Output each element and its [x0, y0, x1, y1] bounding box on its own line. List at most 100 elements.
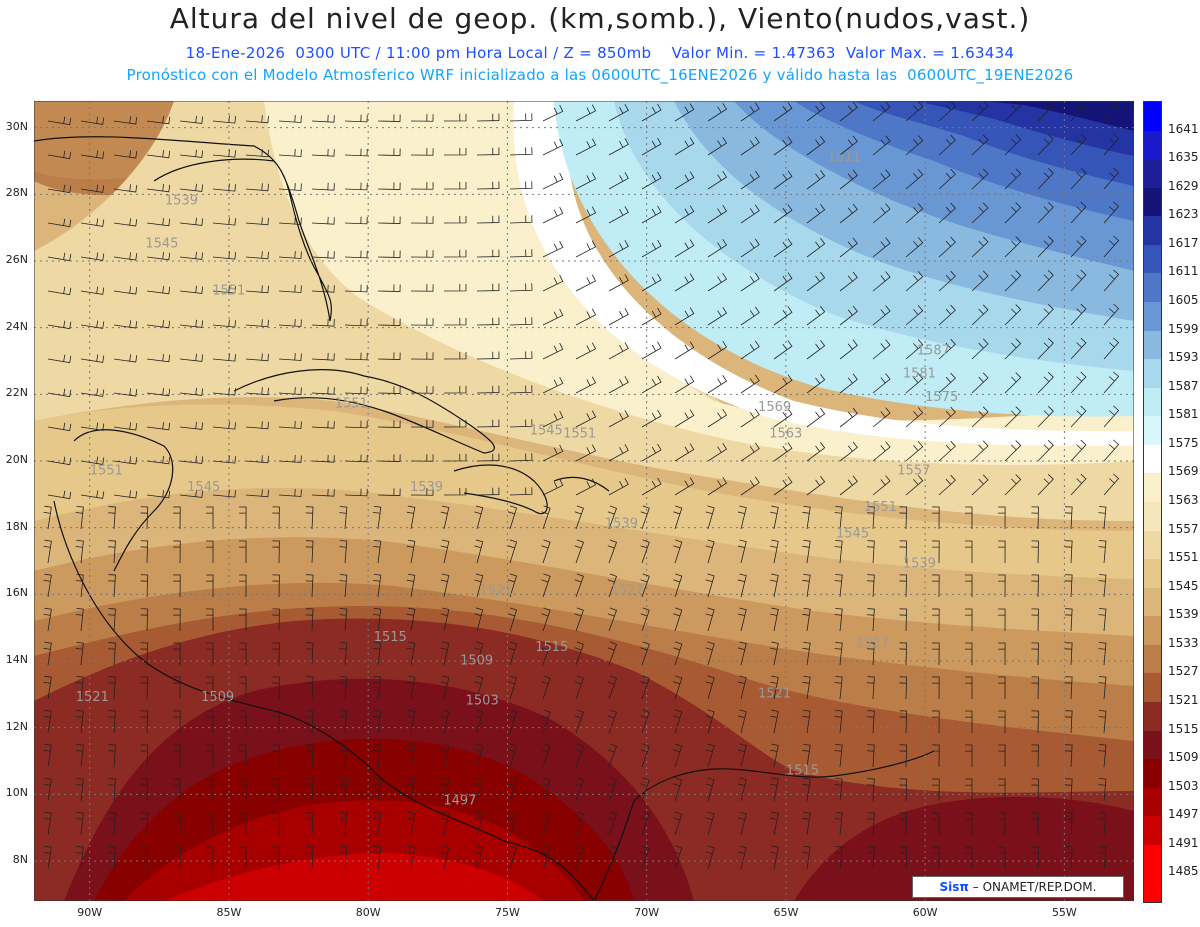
wind-barb [173, 744, 181, 768]
wind-barb [839, 339, 858, 360]
wind-barb [1098, 506, 1107, 530]
wind-barb [339, 846, 348, 870]
wind-barb [173, 506, 181, 530]
wind-barb [932, 744, 940, 768]
wind-barb [866, 506, 875, 530]
wind-barb [146, 149, 171, 159]
wind-barb [344, 420, 368, 429]
wind-barb [575, 172, 597, 190]
colorbar-segment [1144, 416, 1161, 446]
wind-barb [239, 812, 247, 836]
wind-barb [1070, 167, 1087, 190]
wind-barb [607, 505, 618, 530]
wind-barb [1098, 608, 1107, 632]
wind-barb [965, 744, 973, 768]
colorbar-segment [1144, 387, 1161, 417]
wind-barb [640, 777, 650, 802]
wind-barb [866, 778, 875, 802]
wind-barb [674, 477, 695, 496]
wind-barb [509, 147, 533, 156]
wind-barb [542, 410, 564, 428]
wind-barb [476, 249, 500, 258]
wind-barb [607, 607, 618, 632]
lon-tick-label: 65W [773, 906, 799, 919]
wind-barb [212, 149, 236, 158]
wind-barb [278, 115, 302, 123]
wind-barb [641, 273, 662, 292]
wind-barb [802, 573, 811, 598]
wind-barb [305, 744, 314, 768]
wind-barb [311, 420, 335, 429]
wind-barb [574, 641, 584, 666]
wind-barb [673, 845, 683, 870]
wind-barb [674, 443, 695, 462]
wind-barb [773, 204, 793, 224]
wind-barb [1103, 269, 1120, 292]
wind-barb [899, 506, 908, 530]
wind-barb [802, 607, 811, 632]
wind-barb [80, 456, 105, 465]
wind-barb [872, 441, 891, 462]
wind-barb [705, 675, 715, 700]
wind-barb [179, 149, 204, 158]
wind-barb [707, 238, 728, 258]
colorbar-label: 1617 [1168, 235, 1199, 250]
wind-barb [705, 539, 715, 564]
colorbar-segment [1144, 502, 1161, 532]
wind-barb [305, 574, 314, 598]
wind-barb [476, 283, 500, 292]
wind-barb [806, 373, 826, 394]
wind-barb [173, 540, 181, 564]
contour-label: 1551 [335, 397, 368, 412]
wind-barb [872, 271, 891, 292]
wind-barb [839, 169, 858, 190]
wind-barb [866, 540, 875, 564]
lat-tick-label: 8N [12, 853, 28, 866]
wind-barb [272, 574, 280, 598]
wind-barb [212, 387, 236, 396]
wind-barb [212, 285, 236, 294]
wind-barb [272, 778, 280, 802]
wind-barb [1031, 710, 1039, 734]
contour-label: 1497 [443, 793, 476, 808]
wind-barb [108, 574, 116, 598]
forecast-info: 18-Ene-2026 0300 UTC / 11:00 pm Hora Loc… [185, 44, 1015, 62]
wind-barb [971, 134, 989, 156]
wind-barb [674, 239, 695, 258]
lat-tick-label: 24N [5, 319, 28, 333]
contour-label: 1545 [145, 237, 178, 252]
wind-barb [239, 778, 247, 802]
wind-barb [47, 354, 72, 364]
wind-barb [740, 272, 760, 292]
wind-barb [212, 183, 236, 192]
wind-barb [212, 319, 236, 328]
wind-barb [278, 285, 302, 293]
wind-barb [737, 777, 747, 802]
wind-barb [278, 489, 302, 497]
wind-barb [802, 743, 811, 768]
wind-barb [443, 113, 467, 122]
wind-barb [899, 608, 908, 632]
wind-barb [344, 488, 368, 497]
lat-tick-label: 28N [5, 186, 28, 200]
wind-barb [737, 709, 747, 734]
sispi-logo: Sisπ [939, 880, 969, 894]
wind-barb [542, 138, 564, 156]
wind-barb [641, 103, 662, 122]
wind-barb [773, 374, 793, 394]
wind-barb [509, 181, 533, 190]
wind-barb [373, 573, 382, 598]
wind-barb [608, 342, 629, 360]
wind-barb [140, 744, 149, 768]
wind-barb [1004, 202, 1022, 224]
wind-barb [1037, 270, 1054, 292]
wind-barb [802, 709, 811, 734]
wind-barb [443, 283, 467, 292]
wind-barb [509, 215, 533, 224]
wind-barb [245, 115, 269, 124]
wind-barb [344, 114, 368, 123]
wind-barb [1098, 812, 1107, 836]
colorbar-label: 1515 [1168, 721, 1199, 736]
wind-barb [509, 283, 533, 292]
wind-barb [673, 743, 683, 768]
